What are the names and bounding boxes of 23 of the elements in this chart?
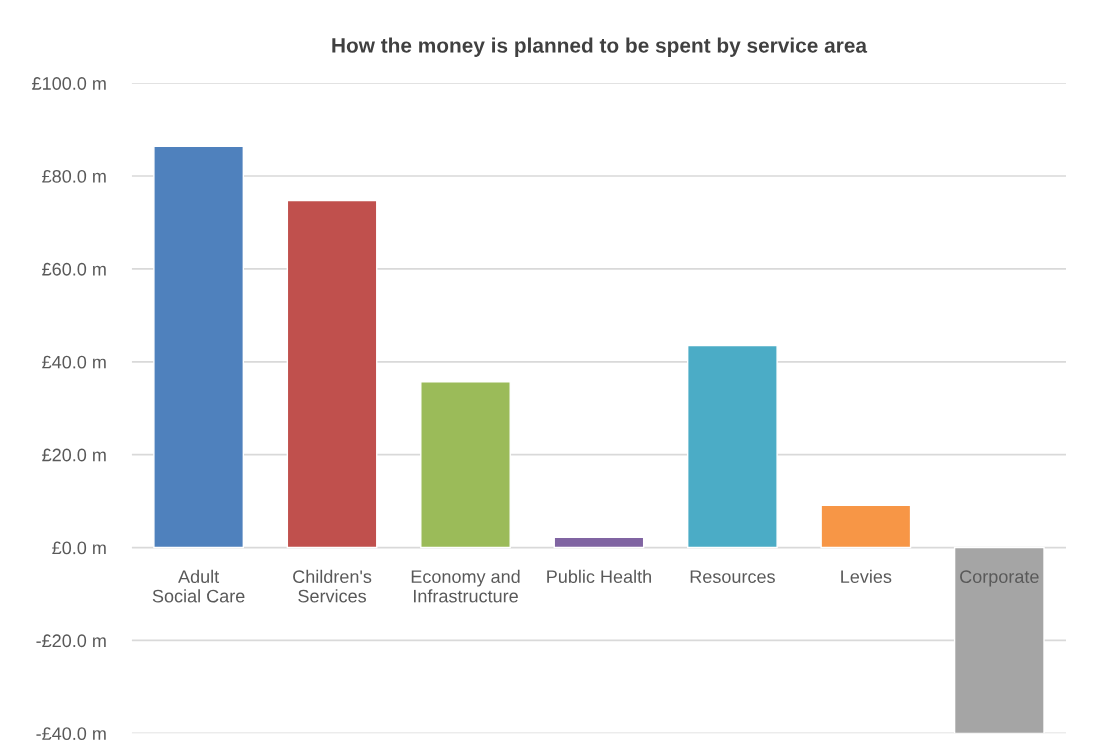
y-tick-label: £80.0 m	[42, 169, 106, 183]
x-tick-label: Adult Social Care	[152, 569, 245, 603]
x-tick-label: Children's Services	[293, 569, 372, 603]
x-tick-label: Economy and Infrastructure	[411, 569, 520, 603]
y-tick-label: £40.0 m	[42, 355, 106, 369]
bar	[953, 546, 1045, 734]
bar	[153, 145, 245, 549]
bar	[820, 504, 912, 549]
x-tick-label: Levies	[841, 569, 892, 584]
bar	[553, 536, 645, 549]
x-tick-label: Resources	[690, 570, 775, 584]
bar	[420, 381, 511, 549]
bar	[286, 199, 378, 549]
y-tick-label: £100.0 m	[32, 77, 106, 90]
y-tick-label: -£20.0 m	[36, 634, 106, 648]
x-tick-label: Corporate	[960, 570, 1039, 587]
bar	[687, 344, 778, 549]
x-tick-label: Public Health	[547, 569, 651, 584]
chart-title: How the money is planned to be spent by service area	[332, 37, 868, 57]
y-tick-label: -£40.0 m	[36, 727, 106, 741]
y-tick-label: £0.0 m	[52, 541, 106, 555]
y-tick-label: £60.0 m	[42, 262, 106, 276]
y-tick-label: £20.0 m	[42, 448, 106, 462]
